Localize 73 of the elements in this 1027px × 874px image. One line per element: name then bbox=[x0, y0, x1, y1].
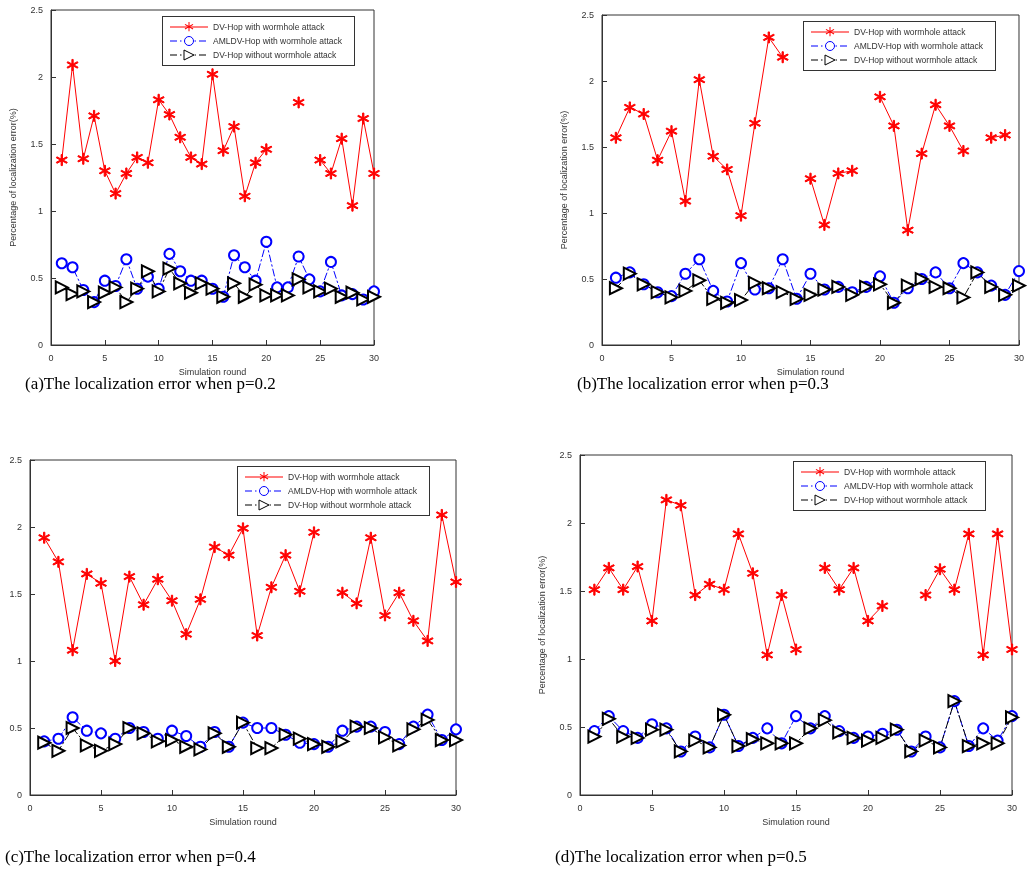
legend-label: DV-Hop without wormhole attack bbox=[288, 499, 412, 512]
y-tick-label: 1.5 bbox=[559, 586, 572, 596]
y-tick-label: 0 bbox=[566, 790, 572, 800]
x-tick-label: 20 bbox=[874, 352, 885, 363]
x-tick-label: 15 bbox=[237, 802, 249, 813]
x-tick-label: 25 bbox=[315, 352, 326, 363]
y-tick-label: 1 bbox=[37, 206, 43, 216]
x-tick-label: 10 bbox=[166, 802, 178, 813]
x-tick-label: 0 bbox=[599, 352, 605, 363]
y-tick-label: 1.5 bbox=[30, 139, 43, 149]
x-axis-title: Simulation round bbox=[209, 816, 277, 827]
x-tick-label: 5 bbox=[649, 802, 655, 813]
y-axis-title: Percentage of localization error(%) bbox=[536, 555, 547, 695]
text: (d)The localization error when p=0.5 bbox=[555, 847, 807, 866]
x-tick-label: 5 bbox=[98, 802, 104, 813]
legend-label: AMLDV-Hop with wormhole attack bbox=[288, 485, 417, 498]
y-tick-label: 2.5 bbox=[581, 10, 594, 20]
x-tick-label: 5 bbox=[102, 352, 108, 363]
legend-label: DV-Hop without wormhole attack bbox=[854, 54, 978, 67]
x-axis-title: Simulation round bbox=[762, 816, 830, 827]
legend-label: AMLDV-Hop with wormhole attack bbox=[213, 35, 342, 48]
legend-label: DV-Hop without wormhole attack bbox=[844, 494, 968, 507]
x-tick-label: 10 bbox=[735, 352, 747, 363]
text: (b)The localization error when p=0.3 bbox=[577, 374, 829, 393]
y-tick-label: 2 bbox=[16, 522, 22, 532]
y-tick-label: 0.5 bbox=[581, 274, 594, 284]
legend-label: DV-Hop without wormhole attack bbox=[213, 49, 337, 62]
x-tick-label: 15 bbox=[790, 802, 802, 813]
x-tick-label: 20 bbox=[308, 802, 320, 813]
y-axis-title: Percentage of localization error(%) bbox=[7, 108, 18, 247]
legend-label: AMLDV-Hop with wormhole attack bbox=[844, 480, 973, 493]
legend-label: DV-Hop with wormhole attack bbox=[854, 26, 966, 39]
y-axis-title: Percentage of localization error(%) bbox=[558, 110, 569, 250]
x-tick-label: 25 bbox=[944, 352, 955, 363]
x-tick-label: 5 bbox=[668, 352, 675, 363]
legend-label: DV-Hop with wormhole attack bbox=[213, 21, 325, 34]
x-tick-label: 25 bbox=[379, 802, 391, 813]
legend-label: DV-Hop with wormhole attack bbox=[844, 466, 956, 479]
x-tick-label: 30 bbox=[1006, 802, 1018, 813]
y-tick-label: 1.5 bbox=[581, 142, 594, 152]
x-tick-label: 20 bbox=[862, 802, 874, 813]
x-axis-title: Simulation round bbox=[776, 366, 845, 377]
legend-label: DV-Hop with wormhole attack bbox=[288, 471, 400, 484]
y-tick-label: 0.5 bbox=[30, 273, 43, 283]
y-tick-label: 2 bbox=[566, 518, 572, 528]
y-tick-label: 0.5 bbox=[9, 723, 22, 733]
x-tick-label: 10 bbox=[153, 352, 164, 363]
y-tick-label: 1 bbox=[588, 208, 594, 218]
x-tick-label: 25 bbox=[934, 802, 946, 813]
x-tick-label: 15 bbox=[805, 352, 816, 363]
y-tick-label: 0.5 bbox=[559, 722, 572, 732]
x-tick-label: 0 bbox=[48, 352, 54, 363]
y-tick-label: 1.5 bbox=[9, 589, 22, 599]
x-tick-label: 30 bbox=[450, 802, 462, 813]
x-tick-label: 20 bbox=[261, 352, 272, 363]
x-axis-title: Simulation round bbox=[178, 366, 247, 377]
x-tick-label: 30 bbox=[1013, 352, 1024, 363]
x-tick-label: 30 bbox=[368, 352, 380, 363]
x-tick-label: 15 bbox=[207, 352, 218, 363]
legend-label: AMLDV-Hop with wormhole attack bbox=[854, 40, 983, 53]
y-tick-label: 2.5 bbox=[30, 5, 43, 15]
y-tick-label: 0 bbox=[16, 790, 22, 800]
y-tick-label: 2 bbox=[37, 72, 43, 82]
y-tick-label: 2.5 bbox=[9, 455, 22, 465]
y-tick-label: 0 bbox=[588, 340, 594, 350]
y-tick-label: 2.5 bbox=[559, 450, 572, 460]
y-tick-label: 1 bbox=[566, 654, 572, 664]
text: (c)The localization error when p=0.4 bbox=[5, 847, 257, 866]
text: (a)The localization error when p=0.2 bbox=[25, 374, 276, 393]
x-tick-label: 10 bbox=[718, 802, 730, 813]
y-tick-label: 0 bbox=[37, 340, 43, 350]
y-tick-label: 1 bbox=[16, 656, 22, 666]
y-tick-label: 2 bbox=[588, 76, 594, 86]
